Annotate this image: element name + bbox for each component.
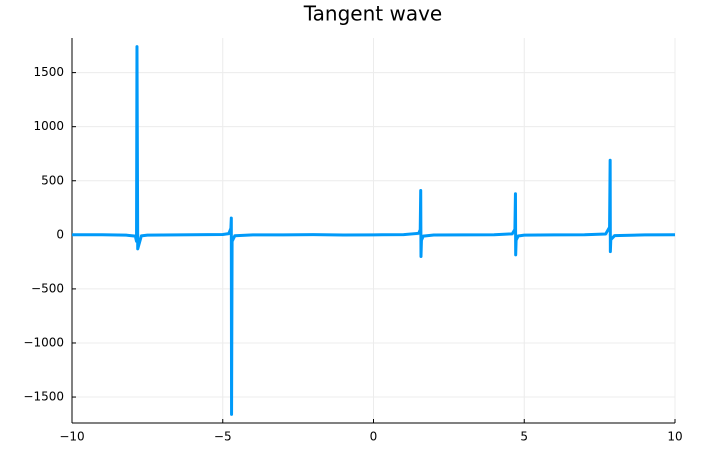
- y-tick-label: 1500: [33, 65, 64, 79]
- y-tick-label: 1000: [33, 119, 64, 133]
- x-tick-label: −10: [59, 430, 84, 444]
- line-series: [71, 45, 676, 416]
- y-tick-label: −1000: [23, 335, 64, 349]
- y-tick-label: −500: [31, 281, 64, 295]
- x-tick-label: 10: [667, 430, 682, 444]
- y-tick-label: 0: [56, 227, 64, 241]
- y-tick-label: −1500: [23, 390, 64, 404]
- y-tick-label: 500: [41, 173, 64, 187]
- x-tick-label: 0: [370, 430, 378, 444]
- x-tick-label: 5: [520, 430, 528, 444]
- chart-title: Tangent wave: [303, 2, 442, 26]
- x-tick-label: −5: [214, 430, 232, 444]
